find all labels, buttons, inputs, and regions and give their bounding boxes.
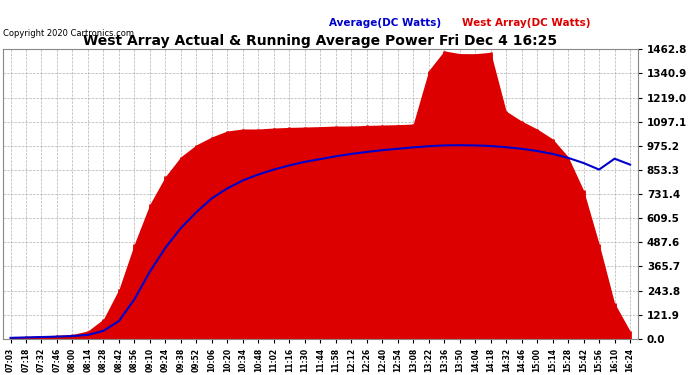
- Text: Copyright 2020 Cartronics.com: Copyright 2020 Cartronics.com: [3, 28, 134, 38]
- Legend: Average(DC Watts), West Array(DC Watts): Average(DC Watts), West Array(DC Watts): [325, 14, 595, 32]
- Title: West Array Actual & Running Average Power Fri Dec 4 16:25: West Array Actual & Running Average Powe…: [83, 34, 558, 48]
